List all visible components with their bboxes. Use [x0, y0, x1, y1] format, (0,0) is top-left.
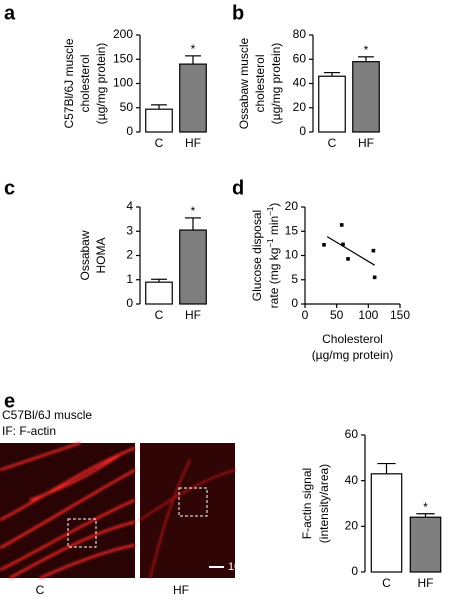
y-axis-label: (µg/mg protein): [269, 43, 283, 125]
y-tick-label: 40: [345, 473, 359, 487]
y-axis-label: rate (mg kg−1 min−1): [266, 203, 282, 309]
significance-mark: *: [423, 500, 428, 514]
micrograph-hf: 10 µm: [139, 443, 259, 579]
y-tick-label: 40: [293, 76, 307, 90]
x-axis-label: (µg/mg protein): [312, 348, 394, 362]
y-tick-label: 3: [126, 223, 133, 237]
bar: [370, 473, 403, 573]
x-tick-label: 50: [330, 308, 344, 322]
y-axis-label-part: −1: [266, 206, 275, 216]
y-axis-label: Ossabaw: [78, 230, 92, 280]
x-tick-label: HF: [418, 576, 434, 590]
x-tick-label: HF: [185, 308, 201, 322]
y-axis-label-part: −1: [266, 238, 275, 248]
y-tick-label: 20: [345, 519, 359, 533]
y-axis-label: cholesterol: [78, 54, 92, 112]
y-tick-label: 2: [126, 248, 133, 262]
y-tick-label: 20: [293, 100, 307, 114]
scale-bar-label: 10 µm: [228, 561, 259, 573]
scatter-point: [341, 242, 345, 247]
y-tick-label: 100: [113, 76, 133, 90]
scatter-point: [372, 275, 377, 280]
image-label: C: [36, 583, 45, 597]
y-tick-label: 0: [126, 296, 133, 310]
significance-mark: *: [191, 204, 196, 218]
y-tick-label: 150: [113, 51, 133, 65]
x-tick-label: HF: [185, 136, 201, 150]
y-tick-label: 1: [126, 272, 133, 286]
y-axis-label: (µg/mg protein): [94, 43, 108, 125]
y-tick-label: 0: [299, 124, 306, 138]
scatter-point: [371, 248, 376, 253]
micrograph-c: [0, 441, 136, 580]
y-tick-label: 200: [113, 27, 133, 41]
panel-letter: b: [232, 2, 244, 24]
y-tick-label: 15: [285, 223, 299, 237]
panel-letter: c: [4, 177, 15, 199]
x-axis-label: Cholesterol: [322, 332, 383, 346]
y-tick-label: 5: [291, 272, 298, 286]
x-tick-label: 0: [302, 308, 309, 322]
x-tick-label: 150: [390, 308, 410, 322]
bar: [352, 61, 380, 133]
bar: [409, 516, 442, 573]
panel-letter: d: [232, 177, 244, 199]
y-axis-label: C57Bl/6J muscle: [62, 38, 76, 128]
image-label: HF: [173, 583, 189, 597]
scatter-point: [339, 223, 344, 227]
y-axis-label-part: min: [267, 216, 281, 239]
y-axis-label: cholesterol: [253, 54, 267, 112]
x-tick-label: 100: [358, 308, 378, 322]
scatter-point: [346, 257, 350, 261]
y-tick-label: 4: [126, 199, 133, 213]
y-tick-label: 80: [293, 27, 307, 41]
y-axis-label: F-actin signal: [300, 468, 314, 539]
significance-mark: *: [364, 43, 369, 57]
y-axis-label-part: ): [267, 203, 281, 207]
bar: [318, 75, 346, 133]
y-axis-label: Glucose disposal: [250, 210, 264, 301]
y-tick-label: 60: [293, 51, 307, 65]
significance-mark: *: [191, 42, 196, 56]
bar: [145, 281, 173, 305]
y-tick-label: 10: [285, 248, 299, 262]
image-caption: C57Bl/6J muscle: [2, 408, 92, 422]
fit-line: [326, 236, 375, 266]
panel-letter: a: [4, 2, 16, 24]
bar: [179, 63, 207, 133]
y-tick-label: 20: [285, 199, 299, 213]
image-caption: IF: F-actin: [2, 424, 56, 438]
panel-letter: e: [4, 390, 15, 412]
scatter-point: [322, 243, 326, 247]
y-axis-label-part: rate (mg kg: [267, 248, 281, 309]
y-tick-label: 0: [351, 564, 358, 578]
x-tick-label: C: [382, 576, 391, 590]
y-tick-label: 60: [345, 427, 359, 441]
x-tick-label: C: [328, 136, 337, 150]
x-tick-label: C: [155, 308, 164, 322]
x-tick-label: C: [155, 136, 164, 150]
y-axis-label: Ossabaw muscle: [237, 37, 251, 129]
y-tick-label: 0: [291, 296, 298, 310]
y-axis-label: (intensity/area): [317, 464, 331, 543]
y-tick-label: 0: [126, 124, 133, 138]
y-tick-label: 50: [120, 100, 134, 114]
x-tick-label: HF: [358, 136, 374, 150]
bar: [145, 108, 173, 133]
y-axis-label: HOMA: [94, 238, 108, 274]
bar: [179, 229, 207, 305]
